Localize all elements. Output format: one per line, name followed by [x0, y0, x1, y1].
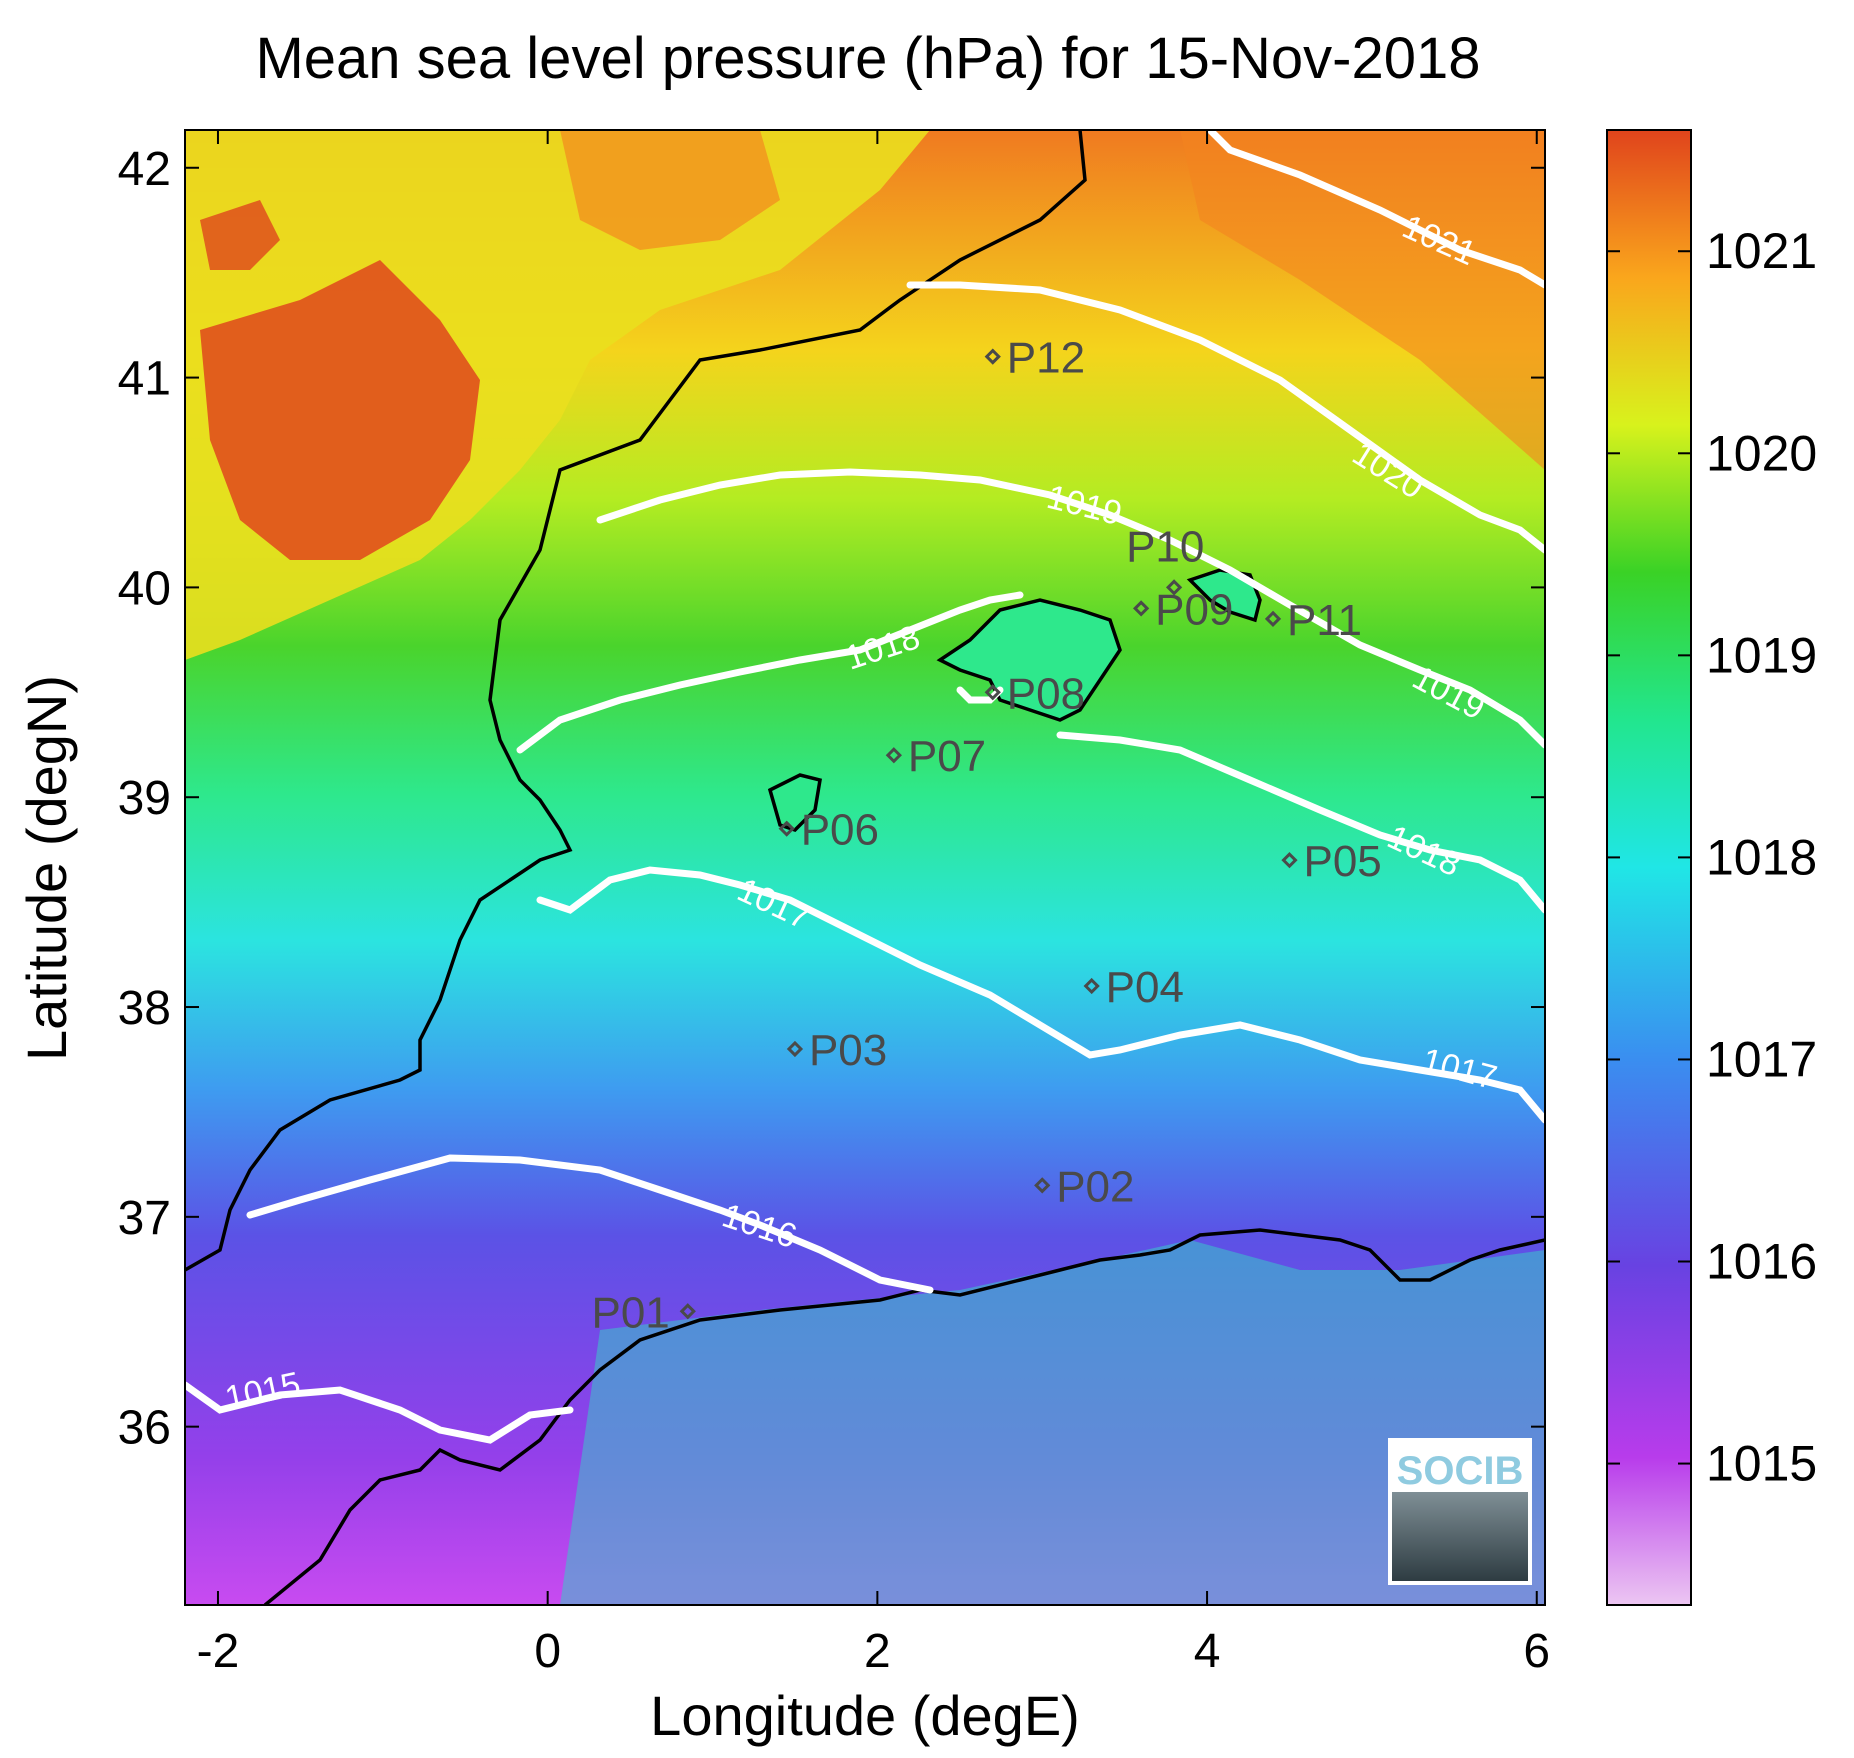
station-marker-p07	[885, 747, 902, 764]
station-marker-p12	[984, 348, 1001, 365]
y-tick-label: 41	[118, 353, 171, 406]
contour-1020	[906, 281, 1545, 554]
map-plot-area: 1015 1016 1017 1017 1018 1018 1019 1019 …	[185, 130, 1545, 1605]
station-marker-p09	[1132, 600, 1150, 617]
pressure-contours	[185, 130, 1545, 1444]
contour-1016	[246, 1154, 934, 1294]
station-label-p02: P02	[1056, 1162, 1134, 1211]
x-tick-label: 6	[1523, 1625, 1550, 1678]
station-marker-p03	[786, 1040, 804, 1058]
colorbar-tick-label: 1017	[1706, 1031, 1817, 1087]
contour-1018-west	[516, 591, 1024, 754]
colorbar: 1015 1016 1017 1018 1019 1020 1021	[1606, 129, 1817, 1606]
station-marker-p05	[1281, 852, 1298, 869]
station-label-p08: P08	[1007, 669, 1085, 718]
station-marker-p10	[1165, 579, 1183, 596]
x-tick-label: 0	[534, 1625, 561, 1678]
logo-text: SOCIB	[1397, 1449, 1524, 1493]
station-label-p03: P03	[809, 1026, 887, 1075]
y-tick-label: 37	[118, 1192, 171, 1245]
socib-logo: SOCIB	[1388, 1438, 1532, 1585]
y-tick-label: 42	[118, 143, 171, 196]
x-tick-label: -2	[197, 1625, 240, 1678]
contour-1019	[596, 468, 1545, 749]
station-marker-p01	[679, 1303, 696, 1320]
land-orange-region	[560, 130, 780, 250]
colorbar-tick-label: 1021	[1706, 223, 1817, 279]
contour-1018-east-2	[1056, 731, 1545, 914]
colorbar-tick-label: 1015	[1706, 1436, 1817, 1492]
land-highest-pressure-region-north	[200, 200, 280, 270]
x-axis-label: Longitude (degE)	[650, 1684, 1080, 1747]
contour-1021	[1206, 130, 1545, 289]
station-label-p07: P07	[908, 732, 986, 781]
x-axis-ticks: -2 0 2 4 6	[197, 130, 1550, 1678]
sea-high-pressure-region	[1180, 130, 1545, 470]
station-marker-p06	[778, 820, 795, 837]
contour-1017-west	[536, 866, 1545, 1124]
colorbar-ticks: 1015 1016 1017 1018 1019 1020 1021	[1607, 223, 1817, 1492]
station-label-p01: P01	[591, 1288, 669, 1337]
station-marker-p04	[1083, 977, 1100, 995]
y-tick-label: 38	[118, 982, 171, 1035]
station-label-p06: P06	[801, 806, 879, 855]
y-tick-label: 40	[118, 562, 171, 615]
coastline-iberia	[185, 130, 1087, 1272]
x-tick-label: 2	[864, 1625, 891, 1678]
x-tick-label: 4	[1194, 1625, 1221, 1678]
y-tick-label: 36	[118, 1402, 171, 1455]
colorbar-tick-label: 1018	[1706, 829, 1817, 885]
land-highest-pressure-region	[200, 260, 480, 560]
colorbar-tick-label: 1020	[1706, 425, 1817, 481]
coastline-ibiza	[767, 773, 822, 833]
contour-1015	[185, 1381, 574, 1444]
station-label-p11: P11	[1287, 596, 1362, 645]
y-tick-label: 39	[118, 772, 171, 825]
station-label-p09: P09	[1155, 585, 1233, 634]
station-label-p12: P12	[1007, 334, 1085, 383]
station-marker-p11	[1264, 610, 1282, 627]
station-label-p10: P10	[1126, 522, 1204, 571]
station-markers: P01 P02 P03 P04 P05 P06 P07 P08 P09 P10 P11 P12	[591, 334, 1381, 1338]
map-frame	[184, 129, 1546, 1606]
station-label-p05: P05	[1303, 837, 1381, 886]
colorbar-tick-label: 1016	[1706, 1234, 1817, 1290]
african-land-region	[560, 1240, 1545, 1605]
chart-title: Mean sea level pressure (hPa) for 15-Nov…	[255, 26, 1480, 91]
y-axis-ticks: 36 37 38 39 40 41 42	[118, 143, 1545, 1455]
logo-header	[1392, 1442, 1528, 1492]
station-marker-p08	[984, 684, 1001, 701]
station-marker-p02	[1034, 1177, 1051, 1194]
y-axis-label: Latitude (degN)	[15, 675, 78, 1061]
colorbar-gradient	[1606, 129, 1692, 1606]
colorbar-tick-label: 1019	[1706, 627, 1817, 683]
station-label-p04: P04	[1106, 963, 1184, 1012]
